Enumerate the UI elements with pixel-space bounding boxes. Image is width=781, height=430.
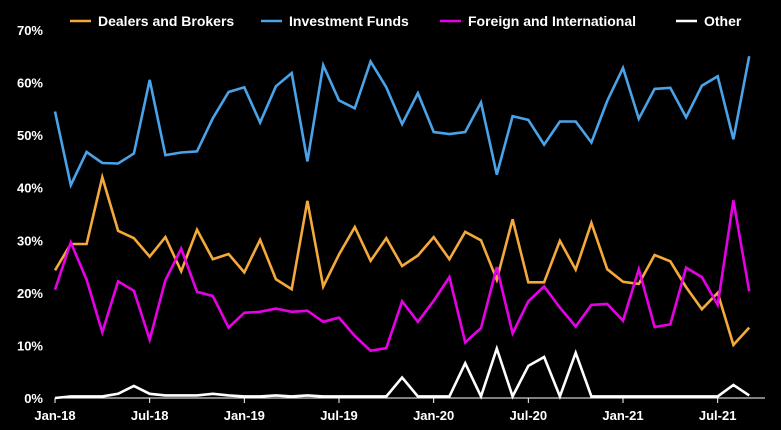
legend-label-foreign-and-international: Foreign and International bbox=[468, 13, 636, 29]
legend-label-dealers-and-brokers: Dealers and Brokers bbox=[98, 13, 234, 29]
series-line-other bbox=[54, 344, 750, 401]
x-tick-label: Jan-19 bbox=[224, 408, 265, 423]
legend-label-investment-funds: Investment Funds bbox=[289, 13, 409, 29]
y-tick-label: 30% bbox=[17, 233, 43, 248]
x-tick-label: Jan-21 bbox=[602, 408, 643, 423]
series-layer bbox=[53, 56, 751, 401]
y-tick-label: 60% bbox=[17, 76, 43, 91]
y-tick-label: 10% bbox=[17, 338, 43, 353]
x-tick-label: Jul-18 bbox=[131, 408, 169, 423]
series-line-foreign-and-international bbox=[53, 200, 751, 353]
series-line-investment-funds bbox=[53, 56, 751, 190]
y-tick-label: 40% bbox=[17, 181, 43, 196]
x-axis: Jan-18 Jul-18 Jan-19 Jul-19 Jan-20 Jul-20 Jan-… bbox=[34, 397, 765, 423]
y-tick-label: 50% bbox=[17, 128, 43, 143]
y-tick-label: 70% bbox=[17, 23, 43, 38]
y-tick-label: 20% bbox=[17, 286, 43, 301]
legend: Dealers and Brokers Investment Funds Forei… bbox=[70, 13, 742, 29]
x-tick-label: Jan-20 bbox=[413, 408, 454, 423]
y-axis: 0% 10% 20% 30% 40% 50% 60% 70% bbox=[17, 23, 43, 406]
x-tick-label: Jul-20 bbox=[510, 408, 548, 423]
x-tick-label: Jul-19 bbox=[320, 408, 358, 423]
legend-label-other: Other bbox=[704, 13, 742, 29]
y-tick-label: 0% bbox=[24, 391, 43, 406]
x-tick-label: Jul-21 bbox=[699, 408, 737, 423]
x-tick-label: Jan-18 bbox=[34, 408, 75, 423]
